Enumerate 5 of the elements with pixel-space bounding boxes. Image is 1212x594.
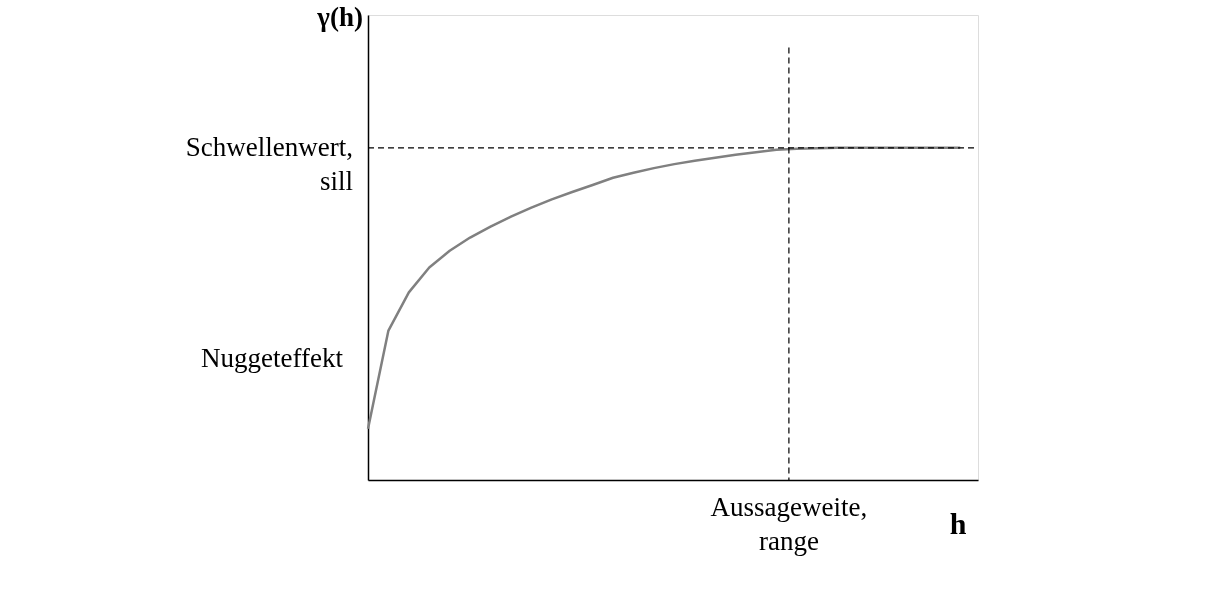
y-axis-title: γ(h) (316, 2, 363, 32)
ref-line-label: Schwellenwert, sill (185, 131, 353, 196)
text: Nuggeteffekt (201, 343, 344, 374)
x-axis-title: h (949, 507, 967, 540)
text: Aussageweite, range (710, 492, 868, 556)
